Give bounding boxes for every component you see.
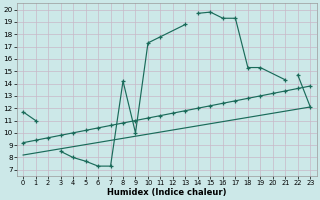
X-axis label: Humidex (Indice chaleur): Humidex (Indice chaleur) (107, 188, 227, 197)
